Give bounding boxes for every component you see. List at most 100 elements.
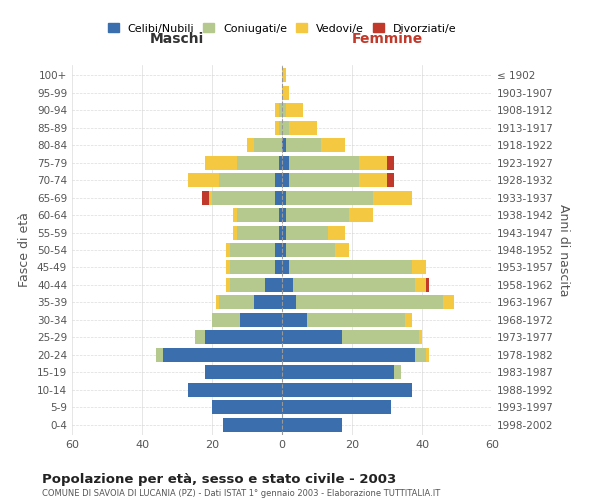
Bar [233,226,236,239]
Bar [205,330,282,344]
Y-axis label: Fasce di età: Fasce di età [19,212,31,288]
Bar [275,190,282,204]
Bar [282,121,289,135]
Bar [212,313,240,327]
Bar [282,330,341,344]
Bar [236,226,278,239]
Y-axis label: Anni di nascita: Anni di nascita [557,204,570,296]
Bar [387,173,394,187]
Bar [415,278,425,292]
Bar [282,365,394,379]
Bar [373,190,412,204]
Bar [394,365,401,379]
Bar [163,348,282,362]
Bar [223,418,282,432]
Bar [212,190,275,204]
Bar [254,138,282,152]
Bar [286,138,320,152]
Bar [278,226,282,239]
Bar [286,104,303,118]
Text: Femmine: Femmine [352,32,422,46]
Bar [194,330,205,344]
Bar [254,296,282,310]
Bar [282,86,289,100]
Bar [425,348,429,362]
Bar [286,226,328,239]
Bar [215,296,219,310]
Bar [209,190,212,204]
Bar [282,278,293,292]
Bar [212,400,282,414]
Bar [341,330,419,344]
Legend: Celibi/Nubili, Coniugati/e, Vedovi/e, Divorziati/e: Celibi/Nubili, Coniugati/e, Vedovi/e, Di… [103,19,461,38]
Bar [275,260,282,274]
Bar [229,243,275,257]
Bar [282,226,286,239]
Bar [275,104,278,118]
Bar [320,138,345,152]
Bar [278,208,282,222]
Bar [412,260,425,274]
Bar [359,156,387,170]
Bar [187,173,219,187]
Bar [404,313,412,327]
Bar [282,243,286,257]
Bar [205,156,236,170]
Bar [415,348,425,362]
Bar [226,260,229,274]
Bar [278,104,282,118]
Bar [289,260,412,274]
Bar [229,278,265,292]
Bar [335,243,349,257]
Bar [282,418,341,432]
Bar [233,208,236,222]
Bar [419,330,422,344]
Bar [289,173,359,187]
Bar [443,296,454,310]
Bar [282,138,286,152]
Bar [247,138,254,152]
Bar [278,156,282,170]
Bar [286,208,349,222]
Bar [387,156,394,170]
Bar [282,382,412,396]
Bar [282,68,286,82]
Bar [282,173,289,187]
Bar [275,121,278,135]
Bar [226,278,229,292]
Bar [328,226,345,239]
Bar [425,278,429,292]
Bar [219,296,254,310]
Bar [275,173,282,187]
Text: Popolazione per età, sesso e stato civile - 2003: Popolazione per età, sesso e stato civil… [42,472,396,486]
Bar [226,243,229,257]
Bar [282,348,415,362]
Bar [240,313,282,327]
Bar [349,208,373,222]
Bar [307,313,404,327]
Bar [282,190,286,204]
Text: COMUNE DI SAVOIA DI LUCANIA (PZ) - Dati ISTAT 1° gennaio 2003 - Elaborazione TUT: COMUNE DI SAVOIA DI LUCANIA (PZ) - Dati … [42,489,440,498]
Bar [293,278,415,292]
Bar [202,190,209,204]
Bar [282,208,286,222]
Bar [289,121,317,135]
Bar [278,121,282,135]
Bar [282,156,289,170]
Bar [275,243,282,257]
Bar [229,260,275,274]
Bar [156,348,163,362]
Bar [236,156,278,170]
Bar [219,173,275,187]
Bar [282,296,296,310]
Bar [282,260,289,274]
Bar [282,400,391,414]
Bar [296,296,443,310]
Text: Maschi: Maschi [150,32,204,46]
Bar [282,313,307,327]
Bar [265,278,282,292]
Bar [359,173,387,187]
Bar [205,365,282,379]
Bar [289,156,359,170]
Bar [187,382,282,396]
